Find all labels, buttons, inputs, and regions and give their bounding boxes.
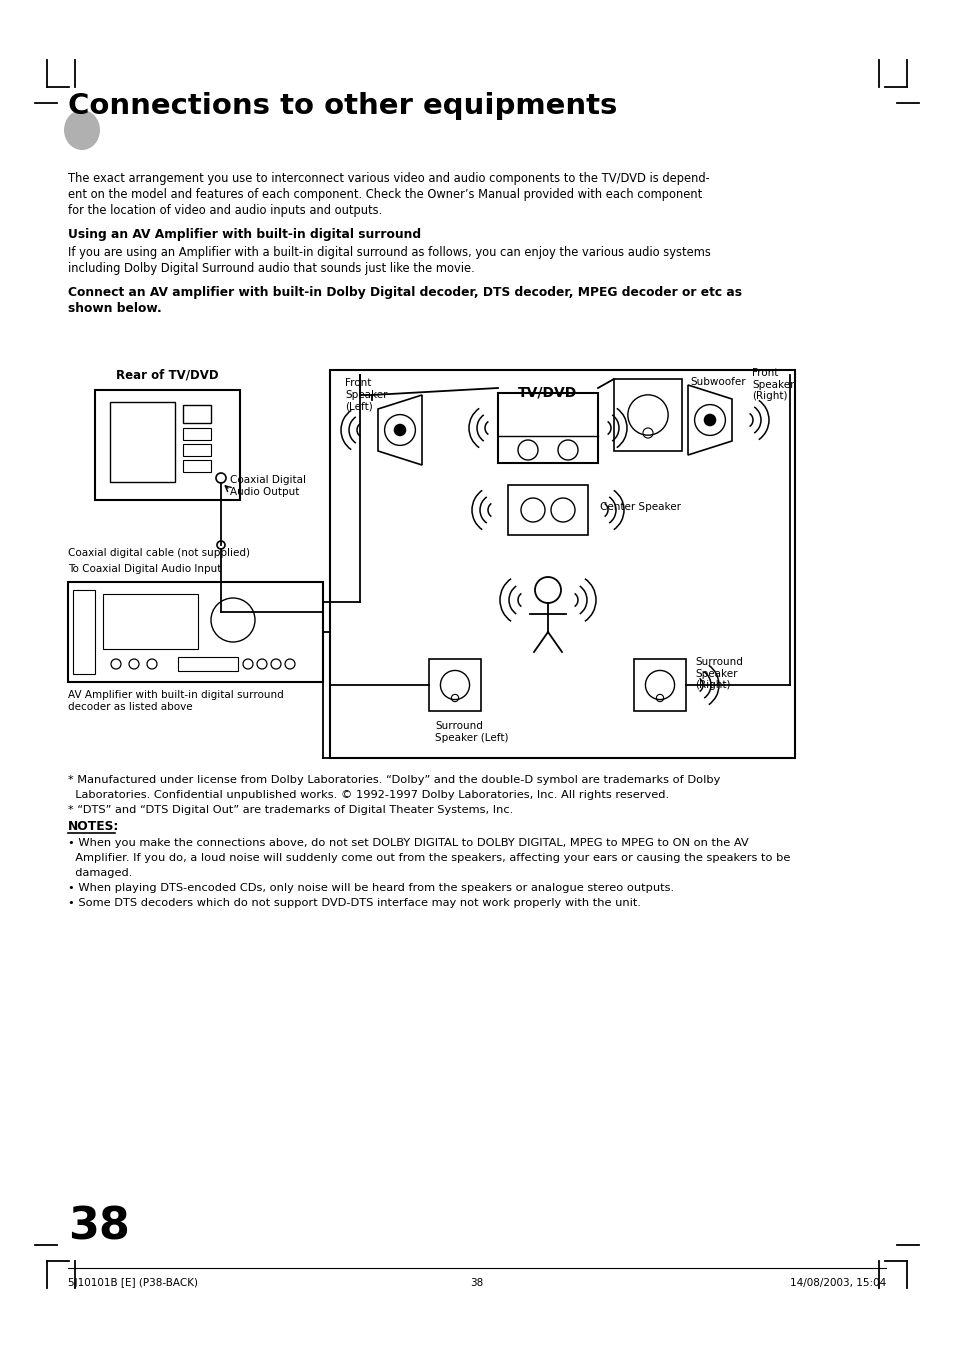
Bar xyxy=(183,428,211,440)
Text: • When you make the connections above, do not set DOLBY DIGITAL to DOLBY DIGITAL: • When you make the connections above, d… xyxy=(68,838,748,848)
Text: Surround
Speaker
(Right): Surround Speaker (Right) xyxy=(695,657,742,690)
Text: Center Speaker: Center Speaker xyxy=(599,503,680,512)
Ellipse shape xyxy=(64,109,100,150)
Bar xyxy=(110,403,174,482)
Bar xyxy=(68,582,323,682)
Bar xyxy=(183,459,211,471)
Text: for the location of video and audio inputs and outputs.: for the location of video and audio inpu… xyxy=(68,204,382,218)
Text: 38: 38 xyxy=(68,1205,130,1248)
Bar xyxy=(178,657,237,671)
Text: To Coaxial Digital Audio Input: To Coaxial Digital Audio Input xyxy=(68,563,221,574)
Bar xyxy=(507,485,587,535)
Text: NOTES:: NOTES: xyxy=(68,820,119,834)
Text: ent on the model and features of each component. Check the Owner’s Manual provid: ent on the model and features of each co… xyxy=(68,188,701,201)
Bar xyxy=(95,390,240,500)
Bar xyxy=(103,594,198,648)
Text: * Manufactured under license from Dolby Laboratories. “Dolby” and the double-D s: * Manufactured under license from Dolby … xyxy=(68,775,720,785)
Text: Connect an AV amplifier with built-in Dolby Digital decoder, DTS decoder, MPEG d: Connect an AV amplifier with built-in Do… xyxy=(68,286,741,299)
Text: Front
Speaker
(Left): Front Speaker (Left) xyxy=(345,378,387,411)
Bar xyxy=(497,393,598,463)
Bar xyxy=(614,380,681,451)
Text: Connections to other equipments: Connections to other equipments xyxy=(68,92,617,120)
Text: 5J10101B [E] (P38-BACK): 5J10101B [E] (P38-BACK) xyxy=(68,1278,198,1288)
Text: Coaxial digital cable (not supplied): Coaxial digital cable (not supplied) xyxy=(68,549,250,558)
Text: 38: 38 xyxy=(470,1278,483,1288)
Text: 14/08/2003, 15:04: 14/08/2003, 15:04 xyxy=(789,1278,885,1288)
Text: including Dolby Digital Surround audio that sounds just like the movie.: including Dolby Digital Surround audio t… xyxy=(68,262,475,276)
Text: TV/DVD: TV/DVD xyxy=(517,385,577,399)
Text: Subwoofer: Subwoofer xyxy=(689,377,745,386)
Text: Surround
Speaker (Left): Surround Speaker (Left) xyxy=(435,721,508,743)
Text: • When playing DTS-encoded CDs, only noise will be heard from the speakers or an: • When playing DTS-encoded CDs, only noi… xyxy=(68,884,674,893)
Bar xyxy=(330,370,794,758)
Text: * “DTS” and “DTS Digital Out” are trademarks of Digital Theater Systems, Inc.: * “DTS” and “DTS Digital Out” are tradem… xyxy=(68,805,513,815)
Text: shown below.: shown below. xyxy=(68,303,162,315)
Text: Rear of TV/DVD: Rear of TV/DVD xyxy=(115,369,218,382)
Text: If you are using an Amplifier with a built-in digital surround as follows, you c: If you are using an Amplifier with a bui… xyxy=(68,246,710,259)
Text: Front
Speaker
(Right): Front Speaker (Right) xyxy=(751,367,794,401)
Text: Using an AV Amplifier with built-in digital surround: Using an AV Amplifier with built-in digi… xyxy=(68,228,420,240)
Text: Laboratories. Confidential unpublished works. © 1992-1997 Dolby Laboratories, In: Laboratories. Confidential unpublished w… xyxy=(68,790,668,800)
Bar xyxy=(634,659,685,711)
Text: The exact arrangement you use to interconnect various video and audio components: The exact arrangement you use to interco… xyxy=(68,172,709,185)
Bar xyxy=(183,444,211,457)
Bar xyxy=(183,405,211,423)
Circle shape xyxy=(703,415,715,426)
Text: Coaxial Digital
Audio Output: Coaxial Digital Audio Output xyxy=(230,476,306,497)
Bar xyxy=(73,590,95,674)
Text: Amplifier. If you do, a loud noise will suddenly come out from the speakers, aff: Amplifier. If you do, a loud noise will … xyxy=(68,852,789,863)
Text: damaged.: damaged. xyxy=(68,867,132,878)
Bar xyxy=(429,659,480,711)
Circle shape xyxy=(394,424,405,435)
Text: AV Amplifier with built-in digital surround
decoder as listed above: AV Amplifier with built-in digital surro… xyxy=(68,690,283,712)
Text: • Some DTS decoders which do not support DVD-DTS interface may not work properly: • Some DTS decoders which do not support… xyxy=(68,898,640,908)
